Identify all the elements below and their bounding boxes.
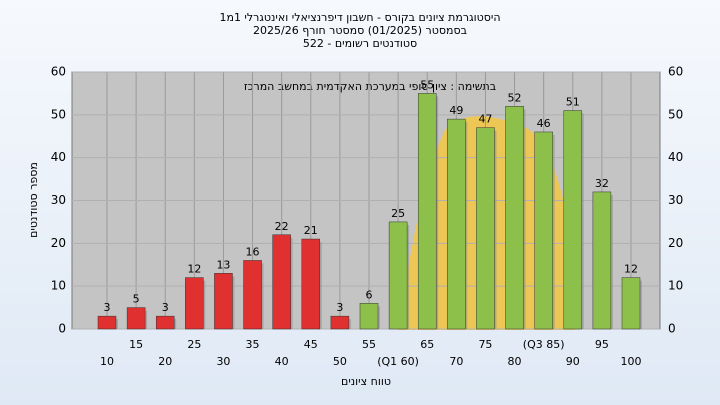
value-label: 12 — [624, 263, 638, 276]
value-label: 49 — [449, 104, 463, 117]
y-tick-label: 40 — [51, 150, 66, 164]
bar — [243, 260, 262, 330]
value-label: 51 — [566, 96, 580, 109]
bar — [476, 127, 495, 330]
x-tick-label: 80 — [508, 355, 522, 368]
chart-subtitle: סטודנטים רשומים - 522 — [303, 37, 417, 50]
value-label: 32 — [595, 177, 609, 190]
value-label: 3 — [162, 301, 169, 314]
x-tick-label: 50 — [333, 355, 347, 368]
y2-tick-label: 60 — [668, 65, 683, 79]
value-label: 13 — [216, 258, 230, 271]
y-tick-label: 0 — [58, 322, 66, 336]
x-tick-label: 35 — [246, 338, 260, 351]
value-label: 3 — [336, 301, 343, 314]
x-tick-label: 10 — [100, 355, 114, 368]
bar — [301, 238, 321, 330]
x-tick-label: 70 — [449, 355, 463, 368]
y-tick-label: 50 — [51, 107, 66, 121]
bar — [621, 277, 641, 330]
value-label: 12 — [187, 263, 201, 276]
bar — [505, 106, 524, 330]
bar — [359, 303, 379, 330]
bar — [330, 315, 350, 330]
value-label: 25 — [391, 207, 405, 220]
x-tick-label: 30 — [216, 355, 230, 368]
x-tick-label: 40 — [275, 355, 289, 368]
value-label: 5 — [133, 293, 140, 306]
x-tick-label: 65 — [420, 338, 434, 351]
y-tick-label: 20 — [51, 236, 66, 250]
y2-tick-label: 20 — [668, 236, 683, 250]
x-tick-label: 100 — [621, 355, 642, 368]
bar — [214, 273, 233, 330]
y2-tick-label: 0 — [668, 322, 676, 336]
y2-tick-label: 30 — [668, 193, 683, 207]
value-label: 6 — [366, 288, 373, 301]
value-label: 22 — [275, 220, 289, 233]
x-tick-label: 45 — [304, 338, 318, 351]
bar — [534, 131, 553, 330]
x-tick-label: 20 — [158, 355, 172, 368]
bar — [417, 93, 437, 330]
x-tick-label: 90 — [566, 355, 580, 368]
y-tick-label: 10 — [51, 279, 66, 293]
x-tick-label: 15 — [129, 338, 143, 351]
value-label: 52 — [508, 91, 522, 104]
value-label: 21 — [304, 224, 318, 237]
x-tick-label: (Q1 60) — [377, 355, 419, 368]
x-axis-label: טווח ציונים — [341, 375, 391, 388]
bar — [155, 315, 175, 330]
annotation: בתשימה : ציון סופי במערכת האקדמית במחשב … — [244, 80, 496, 93]
value-label: 55 — [420, 78, 434, 91]
y2-tick-label: 10 — [668, 279, 683, 293]
x-tick-label: 95 — [595, 338, 609, 351]
y-axis-label: מספר סטודנטים — [27, 162, 40, 238]
chart-subtitle: בסמסטר (01/2025) סמסטר חורף 2025/26 — [253, 24, 467, 37]
value-label: 16 — [246, 245, 260, 258]
y2-tick-label: 40 — [668, 150, 683, 164]
bar — [447, 118, 466, 330]
bar — [272, 234, 291, 330]
y-tick-label: 30 — [51, 193, 66, 207]
x-tick-label: 55 — [362, 338, 376, 351]
value-label: 47 — [478, 113, 492, 126]
value-label: 46 — [537, 117, 551, 130]
y-tick-label: 60 — [51, 65, 66, 79]
x-tick-label: 25 — [187, 338, 201, 351]
bar — [185, 277, 204, 330]
bar — [97, 315, 117, 330]
bar — [563, 110, 583, 330]
bar — [126, 307, 146, 330]
x-tick-label: 75 — [478, 338, 492, 351]
bar — [388, 221, 408, 330]
x-tick-label: (Q3 85) — [523, 338, 565, 351]
y2-tick-label: 50 — [668, 107, 683, 121]
chart-title: היסטוגרמת ציונים בקורס - חשבון דיפרנציאל… — [219, 11, 500, 24]
value-label: 3 — [104, 301, 111, 314]
bar — [592, 191, 612, 330]
